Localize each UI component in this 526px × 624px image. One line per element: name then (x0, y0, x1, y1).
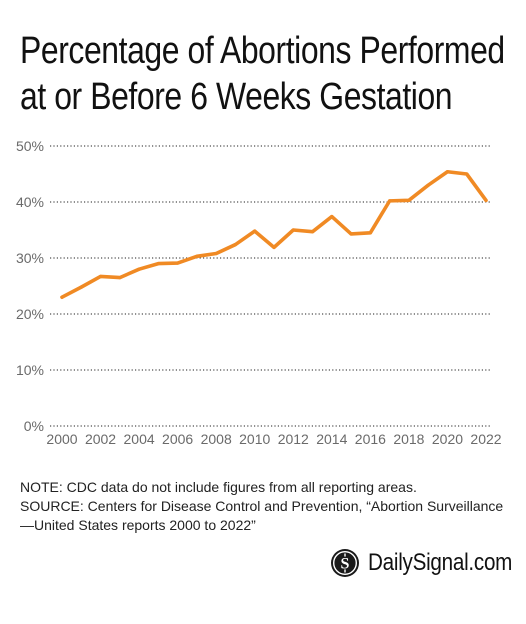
data-point-2018 (407, 198, 411, 202)
x-tick-label: 2018 (393, 431, 424, 447)
source-text-line-1: SOURCE: Centers for Disease Control and … (20, 498, 504, 514)
x-tick-label: 2000 (46, 431, 77, 447)
y-tick-label: 20% (16, 306, 44, 322)
source-text-line-2: —United States reports 2000 to 2022” (20, 517, 256, 533)
y-axis-tick-labels: 0% 10% 20% 30% 40% 50% (16, 138, 44, 434)
data-point-2006 (176, 261, 180, 265)
data-point-2002 (98, 274, 103, 279)
y-tick-label: 50% (16, 138, 44, 154)
series-layer (60, 169, 488, 299)
x-tick-label: 2008 (201, 431, 232, 447)
series-line-0 (60, 169, 488, 299)
y-tick-label: 30% (16, 250, 44, 266)
brand-name: DailySignal.com (368, 549, 513, 576)
data-point-2022 (484, 198, 488, 202)
data-point-2000 (60, 295, 64, 299)
data-point-2010 (253, 229, 257, 233)
data-point-2016 (368, 231, 372, 235)
x-axis-tick-labels: 2000 2002 2004 2006 2008 2010 2012 2014 2016 2018… (46, 431, 501, 447)
data-point-2012 (291, 228, 295, 232)
data-point-2015 (349, 232, 353, 236)
note-text: NOTE: CDC data do not include figures fr… (20, 479, 417, 495)
svg-text:S: S (341, 556, 350, 573)
x-tick-label: 2006 (162, 431, 193, 447)
chart-title-line-2: at or Before 6 Weeks Gestation (20, 76, 453, 118)
x-tick-label: 2010 (239, 431, 270, 447)
x-tick-label: 2002 (85, 431, 116, 447)
gridlines (50, 145, 492, 427)
data-point-2003 (118, 276, 122, 280)
data-point-2011 (272, 245, 276, 249)
brand-logo-block: S DailySignal.com (330, 546, 526, 580)
y-tick-label: 10% (16, 362, 44, 378)
y-tick-label: 0% (24, 418, 44, 434)
x-tick-label: 2014 (316, 431, 347, 447)
line-chart: 0%10%20%30%40%50% 2000 2002 2004 2006 2008 20… (16, 138, 502, 447)
x-tick-label: 2020 (432, 431, 463, 447)
x-tick-label: 2016 (355, 431, 386, 447)
data-point-2020 (445, 170, 450, 174)
x-tick-label: 2012 (278, 431, 309, 447)
data-point-2007 (195, 254, 199, 258)
data-point-2001 (79, 285, 83, 289)
x-tick-label: 2004 (124, 431, 155, 447)
chart-notes: NOTE: CDC data do not include figures fr… (20, 478, 510, 535)
data-point-2017 (388, 199, 392, 203)
daily-signal-logo-icon: S (331, 549, 359, 577)
data-point-2004 (137, 267, 141, 271)
data-point-2008 (214, 251, 218, 256)
data-point-2014 (330, 214, 334, 219)
data-point-2019 (426, 183, 430, 187)
x-tick-label: 2022 (470, 431, 501, 447)
data-point-2009 (233, 242, 238, 247)
chart-title-line-1: Percentage of Abortions Performed (20, 30, 505, 72)
data-point-2005 (156, 262, 160, 266)
data-point-2013 (310, 230, 315, 234)
y-tick-label: 40% (16, 194, 44, 210)
chart-title: Percentage of Abortions Performed at or … (20, 28, 505, 120)
data-point-2021 (465, 172, 469, 176)
